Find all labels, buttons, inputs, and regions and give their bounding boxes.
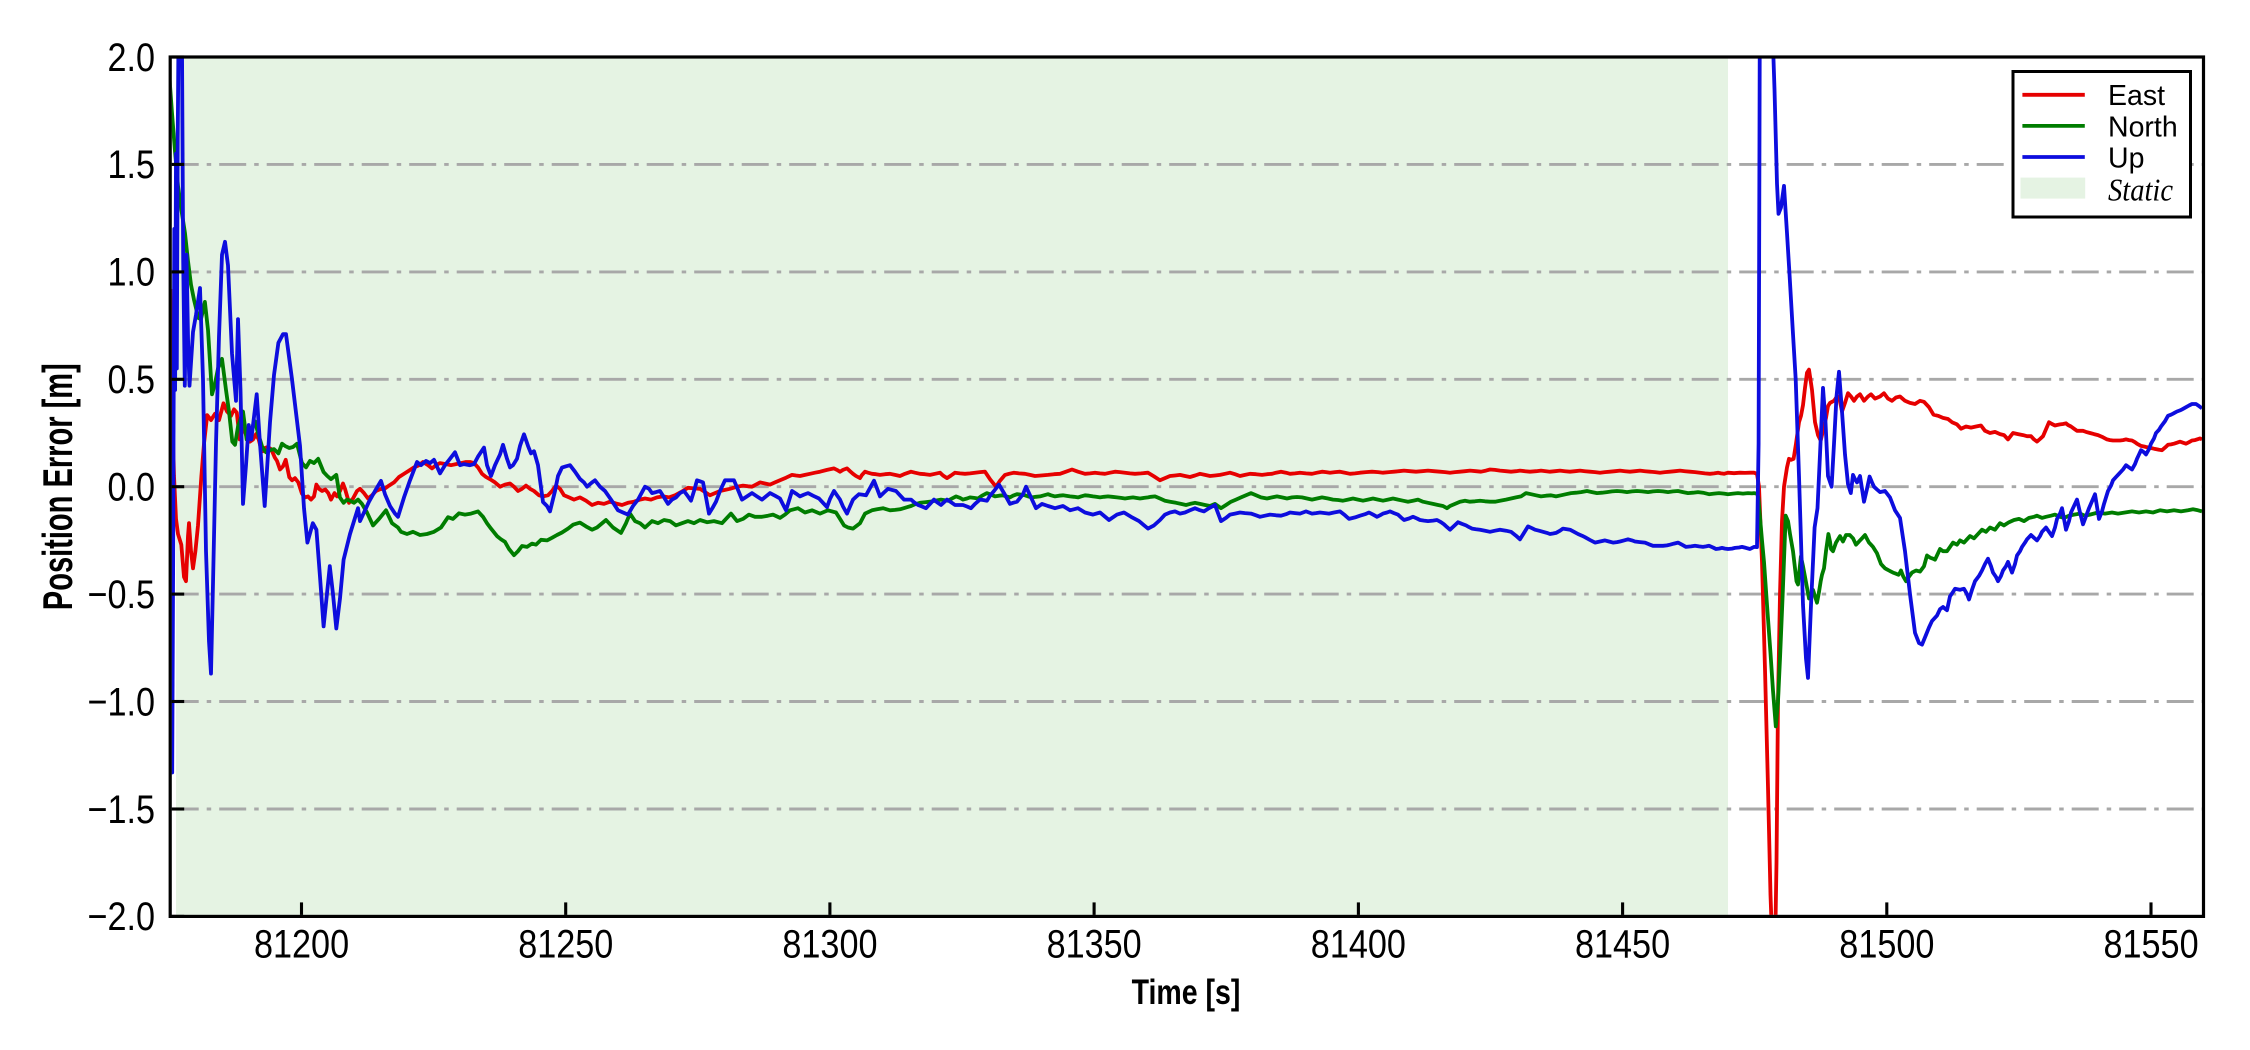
svg-text:−0.5: −0.5 [88,573,156,617]
svg-text:2.0: 2.0 [108,36,156,80]
svg-text:Up: Up [2108,142,2144,174]
svg-text:1.0: 1.0 [108,251,156,295]
svg-text:81250: 81250 [518,923,613,967]
svg-text:81300: 81300 [782,923,877,967]
svg-text:−1.5: −1.5 [88,788,156,832]
svg-text:81200: 81200 [254,923,349,967]
svg-text:81550: 81550 [2104,923,2199,967]
svg-text:Time [s]: Time [s] [1132,973,1241,1012]
svg-text:Position Error [m]: Position Error [m] [34,363,81,610]
svg-text:81500: 81500 [1839,923,1934,967]
svg-text:0.5: 0.5 [108,358,156,402]
svg-text:1.5: 1.5 [108,143,156,187]
svg-text:Static: Static [2108,173,2173,208]
svg-text:81350: 81350 [1047,923,1142,967]
svg-text:North: North [2108,111,2178,143]
svg-text:East: East [2108,80,2165,112]
svg-text:−1.0: −1.0 [88,680,156,724]
svg-text:81400: 81400 [1311,923,1406,967]
svg-text:−2.0: −2.0 [88,895,156,939]
svg-text:0.0: 0.0 [108,466,156,510]
svg-text:81450: 81450 [1575,923,1670,967]
